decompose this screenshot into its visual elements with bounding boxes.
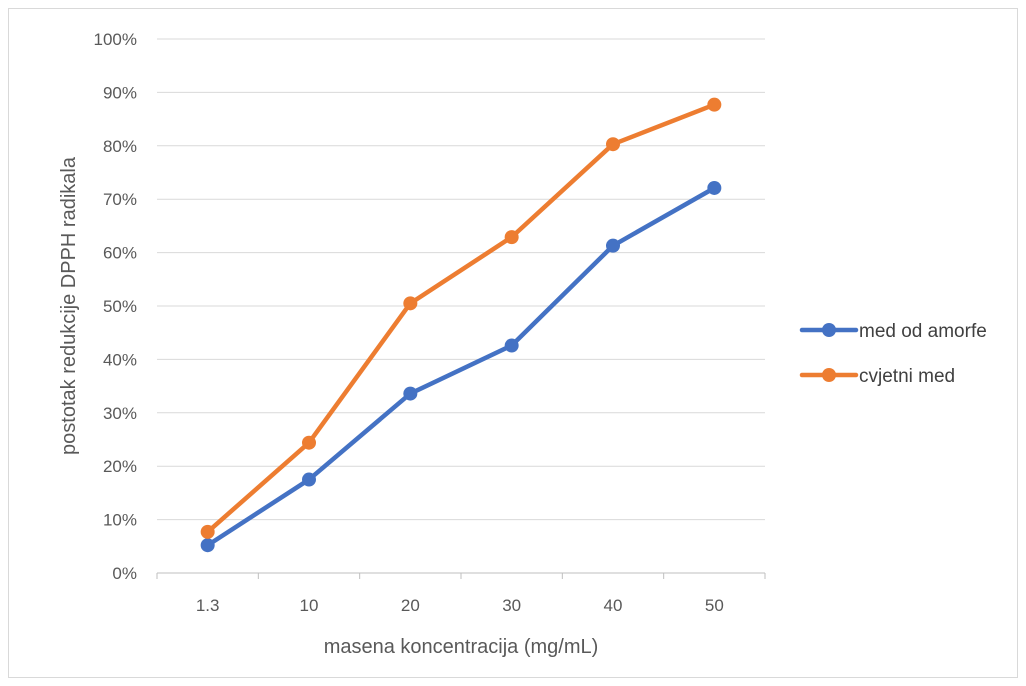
legend-item: med od amorfe — [799, 321, 987, 342]
gridlines — [157, 38, 765, 521]
x-tick-label: 1.3 — [196, 596, 220, 615]
data-point — [606, 137, 620, 152]
y-tick-label: 80% — [103, 137, 137, 156]
series-layer — [200, 97, 722, 553]
data-point — [707, 180, 722, 195]
data-point — [606, 238, 620, 253]
data-point — [504, 230, 519, 245]
x-tick-label: 50 — [705, 596, 724, 615]
y-axis-title: postotak redukcije DPPH radikala — [58, 156, 80, 455]
x-tick-label: 10 — [300, 596, 319, 615]
data-point — [403, 296, 418, 311]
y-axis-tick-labels: 0% 10% 20% 30% 40% 50% 60% 70% 80% 90% 100% — [94, 30, 137, 583]
data-point — [403, 386, 418, 401]
x-axis-title: masena koncentracija (mg/mL) — [324, 636, 599, 658]
data-point — [200, 538, 215, 553]
y-tick-label: 60% — [103, 244, 137, 263]
y-tick-label: 40% — [103, 350, 137, 369]
legend-marker — [822, 368, 836, 382]
x-tick-label: 30 — [502, 596, 521, 615]
series-line — [205, 185, 717, 548]
y-tick-label: 0% — [112, 564, 137, 583]
y-tick-label: 20% — [103, 457, 137, 476]
series — [200, 97, 722, 539]
y-tick-label: 10% — [103, 511, 137, 530]
legend-marker — [822, 323, 836, 337]
data-point — [504, 338, 519, 353]
y-tick-label: 50% — [103, 297, 137, 316]
y-tick-label: 100% — [94, 30, 137, 49]
data-point — [200, 524, 215, 539]
y-tick-label: 70% — [103, 190, 137, 209]
data-point — [707, 97, 722, 112]
y-tick-label: 30% — [103, 404, 137, 423]
legend-label: cvjetni med — [859, 366, 955, 387]
x-axis-tick-labels: 1.3 10 20 30 40 50 — [196, 596, 724, 615]
legend: med od amorfe cvjetni med — [799, 321, 987, 387]
y-tick-label: 90% — [103, 83, 137, 102]
data-point — [302, 435, 316, 450]
x-tick-label: 20 — [401, 596, 420, 615]
series-line — [205, 102, 717, 535]
x-tick-label: 40 — [604, 596, 623, 615]
series — [200, 180, 722, 553]
legend-item: cvjetni med — [799, 366, 955, 387]
legend-label: med od amorfe — [859, 321, 987, 342]
x-axis — [156, 572, 766, 579]
data-point — [302, 472, 316, 487]
